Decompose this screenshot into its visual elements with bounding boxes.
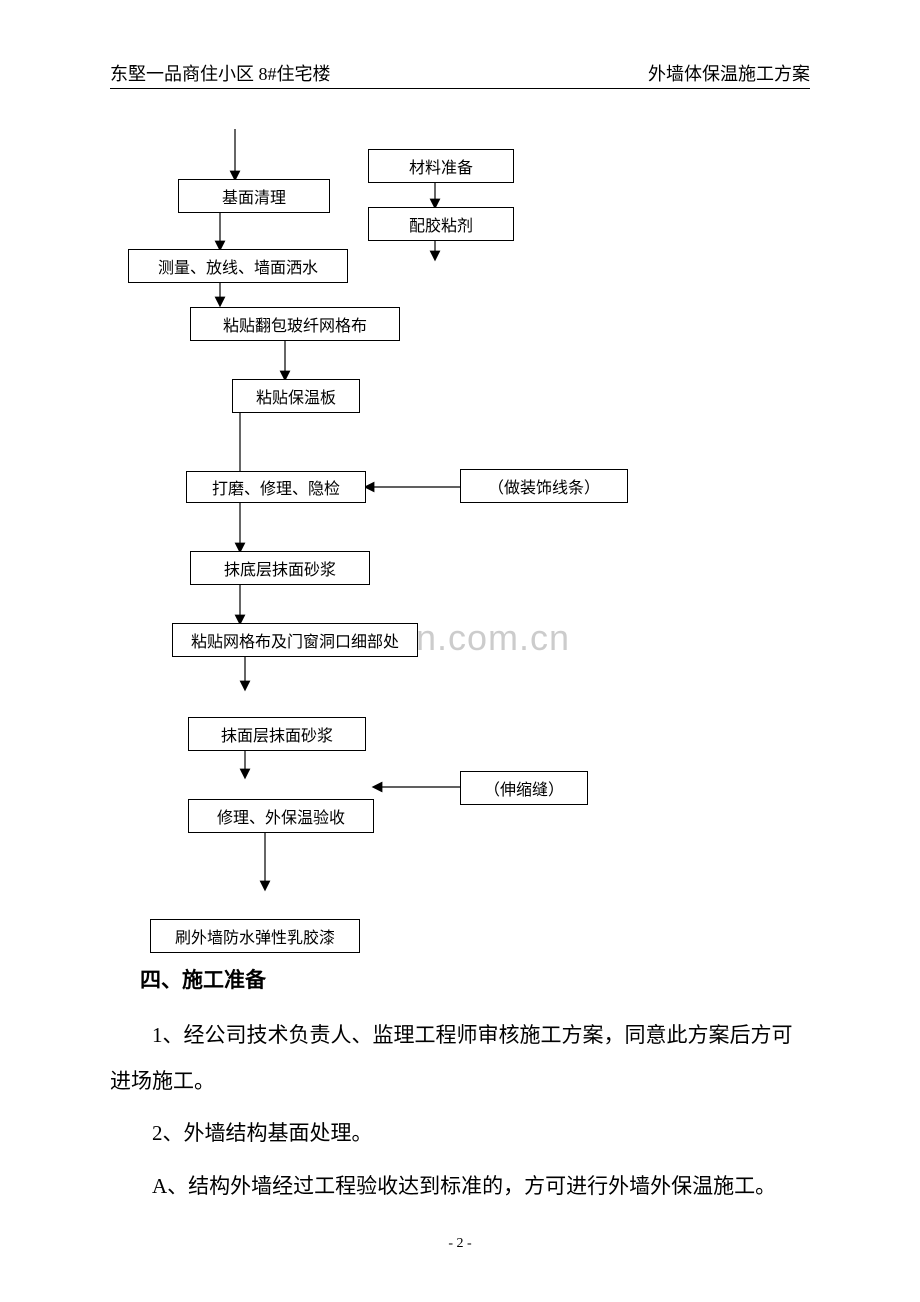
page-number: - 2 - xyxy=(0,1236,920,1252)
flow-box-n12: 刷外墙防水弹性乳胶漆 xyxy=(150,919,360,953)
page-header: 东堅一品商住小区 8#住宅楼 外墙体保温施工方案 xyxy=(110,60,810,89)
flow-box-n2: 材料准备 xyxy=(368,149,514,183)
flow-box-n8: 抹底层抹面砂浆 xyxy=(190,551,370,585)
flow-box-n11s: （伸缩缝） xyxy=(460,771,588,805)
flow-box-n7s: （做装饰线条） xyxy=(460,469,628,503)
paragraph-2: 2、外墙结构基面处理。 xyxy=(110,1110,810,1156)
header-left: 东堅一品商住小区 8#住宅楼 xyxy=(110,60,331,86)
flow-box-n9: 粘贴网格布及门窗洞口细部处 xyxy=(172,623,418,657)
flowchart: www.zixin.com.cn 基面清理材料准备配胶粘剂测量、放线、墙面洒水粘… xyxy=(110,129,810,959)
flow-box-n1: 基面清理 xyxy=(178,179,330,213)
flow-box-n4: 测量、放线、墙面洒水 xyxy=(128,249,348,283)
paragraph-1: 1、经公司技术负责人、监理工程师审核施工方案，同意此方案后方可进场施工。 xyxy=(110,1012,810,1104)
section-heading: 四、施工准备 xyxy=(140,964,810,994)
flow-box-n11: 修理、外保温验收 xyxy=(188,799,374,833)
flow-box-n7: 打磨、修理、隐检 xyxy=(186,471,366,503)
paragraph-3: A、结构外墙经过工程验收达到标准的，方可进行外墙外保温施工。 xyxy=(110,1163,810,1209)
flow-box-n5: 粘贴翻包玻纤网格布 xyxy=(190,307,400,341)
flow-box-n6: 粘贴保温板 xyxy=(232,379,360,413)
flow-box-n3: 配胶粘剂 xyxy=(368,207,514,241)
header-right: 外墙体保温施工方案 xyxy=(648,60,810,86)
flow-box-n10: 抹面层抹面砂浆 xyxy=(188,717,366,751)
